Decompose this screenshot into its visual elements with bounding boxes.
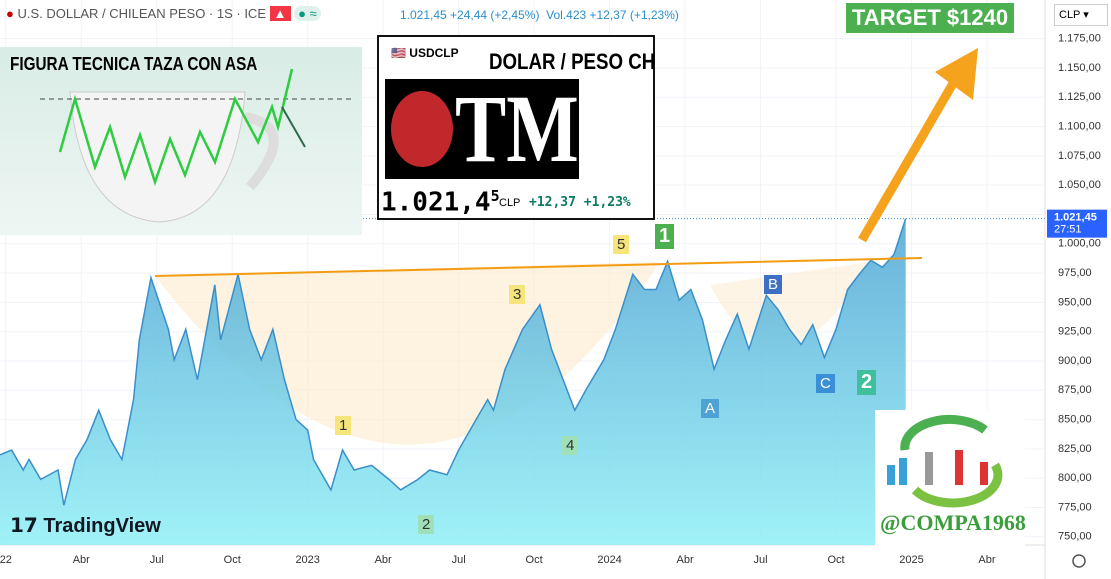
x-tick-label: Oct <box>224 554 241 566</box>
ticker-card: 🇺🇸 USDCLP DOLAR / PESO CH TMG 1.021,45 C… <box>377 35 655 220</box>
pattern-drop <box>281 106 306 148</box>
y-tick-label: 750,00 <box>1058 531 1092 543</box>
y-tick-label: 950,00 <box>1058 296 1092 308</box>
y-tick-label: 975,00 <box>1058 267 1092 279</box>
logo-box: TMG <box>385 75 638 182</box>
neckline <box>154 257 923 277</box>
volume-text: Vol.423 +12,37 (+1,23%) <box>546 8 679 22</box>
cup-drawing <box>40 68 355 223</box>
target-arrow <box>858 77 959 243</box>
pattern-title: FIGURA TECNICA TAZA CON ASA <box>10 54 258 74</box>
wave-label: A <box>701 399 720 418</box>
handle-label: 1 <box>655 224 675 249</box>
symbol-text: U.S. DOLLAR / CHILEAN PESO · 1S · ICE <box>17 6 266 21</box>
logo-bar <box>887 465 895 485</box>
x-tick-label: 2023 <box>295 554 319 566</box>
x-tick-label: 22 <box>0 554 12 566</box>
target-arrow-head <box>935 48 978 100</box>
currency-select[interactable]: CLP ▾ <box>1054 4 1108 26</box>
author-icon <box>887 414 1003 508</box>
quote: 1.021,45 +24,44 (+2,45%) Vol.423 +12,37 … <box>400 8 679 22</box>
last-price-label: 1.021,45 <box>1054 212 1097 224</box>
wave-label: C <box>816 374 835 393</box>
countdown: 27:51 <box>1054 224 1082 236</box>
x-tick-label: Oct <box>827 554 844 566</box>
quote-text: 1.021,45 +24,44 (+2,45%) <box>400 8 540 22</box>
handle-shade <box>710 262 870 348</box>
logo-bar <box>925 452 933 485</box>
card-price-text: 1.021,4 <box>381 187 491 218</box>
target-label: TARGET $1240 <box>846 3 1015 33</box>
card-change-text: +12,37 <box>529 195 576 210</box>
y-tick-label: 1.075,00 <box>1058 150 1101 162</box>
y-tick-label: 1.150,00 <box>1058 62 1101 74</box>
logo-bar <box>980 462 988 485</box>
y-tick-label: 875,00 <box>1058 384 1092 396</box>
wave-label: 3 <box>509 285 526 304</box>
brand-text: TradingView <box>43 515 161 537</box>
x-tick-label: 2024 <box>597 554 621 566</box>
author-logo: @COMPA1968 <box>875 410 1026 546</box>
arrow-ring <box>911 462 1003 508</box>
y-tick-label: 825,00 <box>1058 443 1092 455</box>
pattern-inset: FIGURA TECNICA TAZA CON ASA <box>0 47 362 235</box>
x-tick-label: Jul <box>753 554 767 566</box>
card-ticker: 🇺🇸 USDCLP <box>391 46 459 60</box>
settings-icon[interactable] <box>1072 554 1086 568</box>
y-tick-label: 900,00 <box>1058 355 1092 367</box>
card-price-small: 5 <box>490 187 500 205</box>
y-tick-label: 1.100,00 <box>1058 120 1101 132</box>
wave-label: 5 <box>613 235 630 254</box>
x-tick-label: 2025 <box>899 554 923 566</box>
logo-bar <box>899 458 907 485</box>
y-tick-label: 1.125,00 <box>1058 91 1101 103</box>
wave-label: 2 <box>418 515 435 534</box>
arrow-ring <box>900 414 988 451</box>
x-tick-label: Abr <box>676 554 693 566</box>
wave-label: 1 <box>335 416 352 435</box>
handle-label: 2 <box>857 370 877 395</box>
pattern-line <box>58 68 294 186</box>
last-price-box <box>1047 209 1107 238</box>
card-change: +12,37 +1,23% <box>529 195 631 210</box>
card-price: 1.021,45 <box>381 187 500 218</box>
logo-bar <box>955 450 963 485</box>
card-ticker-text: USDCLP <box>409 46 459 60</box>
x-tick-label: Abr <box>73 554 90 566</box>
y-tick-label: 1.175,00 <box>1058 33 1101 45</box>
x-tick-label: Abr <box>978 554 995 566</box>
y-tick-label: 800,00 <box>1058 472 1092 484</box>
cup <box>69 91 246 223</box>
x-tick-label: Jul <box>150 554 164 566</box>
logo-text: TMG <box>455 75 639 182</box>
wave-label: 4 <box>562 436 579 455</box>
x-tick-label: Abr <box>375 554 392 566</box>
symbol: ● U.S. DOLLAR / CHILEAN PESO · 1S · ICE … <box>6 6 321 21</box>
y-tick-label: 925,00 <box>1058 326 1092 338</box>
currency: CLP <box>1059 9 1081 21</box>
y-tick-label: 1.000,00 <box>1058 238 1101 250</box>
price-line <box>0 218 907 506</box>
brand: 𝟭𝟳 TradingView <box>10 515 161 537</box>
cup-handle <box>243 112 279 191</box>
x-tick-label: Oct <box>526 554 543 566</box>
author: @COMPA1968 <box>880 510 1026 535</box>
y-tick-label: 1.050,00 <box>1058 179 1101 191</box>
card-name: DOLAR / PESO CH <box>489 49 656 74</box>
y-tick-label: 850,00 <box>1058 413 1092 425</box>
y-tick-label: 775,00 <box>1058 501 1092 513</box>
card-change-pct: +1,23% <box>583 195 631 210</box>
wave-label: B <box>764 275 783 294</box>
card-currency: CLP <box>499 197 521 209</box>
logo-globe <box>391 91 453 167</box>
x-tick-label: Jul <box>452 554 466 566</box>
